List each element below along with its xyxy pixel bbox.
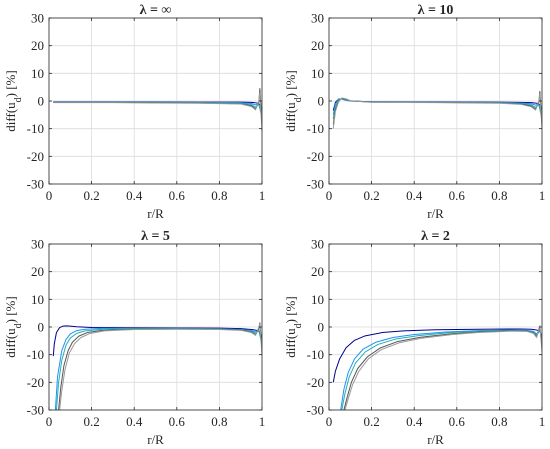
x-tick-label: 0.4 [126, 414, 143, 429]
y-tick-label: 0 [318, 320, 325, 335]
y-axis-label: diff(ud) [%] [283, 70, 304, 131]
series-line [344, 325, 542, 410]
series-line [55, 328, 262, 410]
y-tick-label: -10 [27, 121, 44, 136]
x-tick-label: 1 [259, 188, 266, 203]
x-tick-label: 0.2 [83, 414, 99, 429]
series-line [53, 92, 262, 132]
panel-lambda-5: 0 0.2 0.4 0.6 0.8 1 -30 -20 -10 0 10 20 30 λ = 5 r/R di… [3, 229, 265, 447]
x-tick-label: 0.6 [449, 414, 466, 429]
x-tick-label: 0.6 [169, 188, 186, 203]
x-tick-label: 0.4 [126, 188, 143, 203]
y-tick-label: 10 [31, 292, 44, 307]
x-tick-label: 0.8 [491, 414, 507, 429]
x-tick-label: 0 [326, 188, 333, 203]
y-tick-label: -10 [307, 121, 324, 136]
x-tick-label: 0.6 [169, 414, 186, 429]
y-tick-label: 20 [31, 264, 44, 279]
y-tick-label: 20 [311, 38, 324, 53]
x-tick-label: 1 [539, 188, 546, 203]
panel-title: λ = 2 [421, 229, 450, 244]
x-tick-label: 0.4 [406, 414, 423, 429]
series-line [341, 329, 542, 410]
x-tick-label: 0.2 [363, 188, 379, 203]
y-tick-label: 0 [38, 94, 45, 109]
y-tick-label: 10 [311, 292, 324, 307]
x-axis-label: r/R [427, 432, 444, 447]
y-tick-label: -30 [307, 403, 324, 418]
y-tick-label: -10 [27, 347, 44, 362]
series-line [52, 325, 262, 357]
x-tick-label: 1 [259, 414, 266, 429]
x-tick-label: 0.8 [211, 414, 227, 429]
series-line [340, 329, 542, 410]
y-tick-label: 30 [311, 237, 324, 252]
panel-lambda-2: 0 0.2 0.4 0.6 0.8 1 -30 -20 -10 0 10 20 30 λ = 2 r/R di… [283, 229, 545, 447]
y-tick-label: 10 [311, 66, 324, 81]
series-group [332, 90, 542, 129]
panel-lambda-infinity: 0 0.2 0.4 0.6 0.8 1 -30 -20 -10 0 10 20 30 λ = ∞ r/R di… [3, 3, 265, 221]
x-tick-label: 0.8 [491, 188, 507, 203]
x-tick-label: 0 [46, 414, 53, 429]
y-axis-label: diff(ud) [%] [283, 296, 304, 357]
x-tick-label: 0.8 [211, 188, 227, 203]
y-tick-label: 20 [31, 38, 44, 53]
series-line [59, 323, 262, 410]
y-tick-label: 20 [311, 264, 324, 279]
y-tick-label: -10 [307, 347, 324, 362]
y-tick-label: 30 [311, 11, 324, 26]
y-axis-label: diff(ud) [%] [3, 70, 24, 131]
series-group [53, 88, 262, 132]
y-tick-label: -30 [27, 177, 44, 192]
x-tick-label: 1 [539, 414, 546, 429]
y-tick-label: -20 [27, 375, 44, 390]
x-axis-label: r/R [427, 206, 444, 221]
panel-title: λ = 5 [141, 229, 170, 244]
y-tick-label: -20 [307, 375, 324, 390]
panel-lambda-10: 0 0.2 0.4 0.6 0.8 1 -30 -20 -10 0 10 20 30 λ = 10 r/R d… [283, 3, 545, 221]
x-tick-label: 0 [326, 414, 333, 429]
series-line [332, 93, 542, 129]
x-tick-label: 0.4 [406, 188, 423, 203]
y-tick-label: -20 [27, 149, 44, 164]
series-line [332, 328, 542, 383]
x-tick-label: 0.2 [83, 188, 99, 203]
series-group [332, 325, 542, 410]
x-axis-label: r/R [147, 206, 164, 221]
panel-title: λ = ∞ [140, 3, 172, 18]
y-tick-label: -30 [27, 403, 44, 418]
panel-title: λ = 10 [418, 3, 454, 18]
series-line [54, 327, 262, 410]
x-tick-label: 0 [46, 188, 53, 203]
y-axis-label: diff(ud) [%] [3, 296, 24, 357]
y-tick-label: 0 [318, 94, 325, 109]
x-tick-label: 0.6 [449, 188, 466, 203]
x-tick-label: 0.2 [363, 414, 379, 429]
y-tick-label: 30 [31, 237, 44, 252]
y-tick-label: -20 [307, 149, 324, 164]
x-axis-label: r/R [147, 432, 164, 447]
y-tick-label: 30 [31, 11, 44, 26]
series-group [52, 322, 262, 410]
y-tick-label: 10 [31, 66, 44, 81]
y-tick-label: -30 [307, 177, 324, 192]
y-tick-label: 0 [38, 320, 45, 335]
